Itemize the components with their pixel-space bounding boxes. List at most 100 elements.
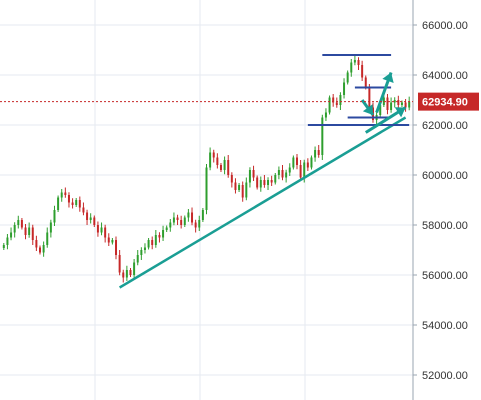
annotations[interactable] xyxy=(118,54,410,289)
candle-body xyxy=(270,180,273,183)
candle-body xyxy=(379,105,382,115)
candle-body xyxy=(169,222,172,228)
candle-body xyxy=(172,217,175,223)
candle-body xyxy=(390,102,393,110)
arrow-head xyxy=(362,104,373,115)
candle-body xyxy=(2,245,5,248)
candle-body xyxy=(400,102,403,105)
candle-body xyxy=(223,160,226,170)
candle-body xyxy=(133,262,136,275)
candle-body xyxy=(310,157,313,168)
candle-body xyxy=(397,100,400,105)
candle-body xyxy=(89,217,92,220)
candle-body xyxy=(180,220,183,225)
candle-body xyxy=(20,220,23,228)
candle-body xyxy=(57,197,60,210)
candle-body xyxy=(118,255,121,273)
candle-body xyxy=(230,175,233,183)
candle-body xyxy=(194,222,197,228)
candle-body xyxy=(86,212,89,220)
candle-body xyxy=(245,182,248,198)
candle-body xyxy=(151,240,154,245)
price-axis[interactable]: 52000.00 54000.00 56000.00 58000.00 60000.00… xyxy=(413,20,468,382)
candle-body xyxy=(339,95,342,105)
candle-body xyxy=(122,272,125,278)
y-axis-tick-label: 64000.00 xyxy=(422,70,468,82)
candle-body xyxy=(176,217,179,220)
candle-body xyxy=(324,112,327,118)
arrow-head xyxy=(382,72,394,84)
candle-body xyxy=(107,237,110,243)
candle-body xyxy=(252,170,255,178)
y-axis-tick-label: 54000.00 xyxy=(422,320,468,332)
candle-body xyxy=(259,180,262,188)
candle-body xyxy=(162,230,165,238)
candle-body xyxy=(198,220,201,228)
candle-body xyxy=(96,225,99,233)
candle-body xyxy=(165,227,168,230)
candle-body xyxy=(28,227,31,235)
y-axis-tick-label: 58000.00 xyxy=(422,220,468,232)
candle-body xyxy=(125,270,128,278)
candle-body xyxy=(115,240,118,255)
current-price-tag: 62934.90 xyxy=(418,92,479,111)
y-axis-tick-label: 56000.00 xyxy=(422,270,468,282)
candle-body xyxy=(136,255,139,263)
candle-body xyxy=(35,240,38,248)
candle-body xyxy=(227,160,230,175)
arrow-head xyxy=(394,107,406,118)
candle-body xyxy=(277,170,280,175)
candle-body xyxy=(303,162,306,178)
candle-body xyxy=(332,97,335,103)
candle-body xyxy=(238,185,241,190)
candle-body xyxy=(100,227,103,233)
candle-body xyxy=(147,240,150,248)
candle-body xyxy=(31,227,34,240)
candle-body xyxy=(353,60,356,63)
trendline[interactable] xyxy=(118,116,407,289)
candle-body xyxy=(274,175,277,183)
candle-body xyxy=(393,100,396,103)
candle-body xyxy=(346,72,349,83)
candle-body xyxy=(241,185,244,198)
candle-body xyxy=(6,237,9,245)
candle-body xyxy=(82,207,85,213)
candle-body xyxy=(17,220,20,225)
candle-body xyxy=(53,210,56,223)
candle-body xyxy=(219,165,222,170)
candle-body xyxy=(60,192,63,198)
candle-body xyxy=(78,200,81,208)
current-price-tag-background xyxy=(418,92,479,111)
candle-body xyxy=(205,167,208,210)
candle-body xyxy=(317,150,320,155)
candle-body xyxy=(39,247,42,253)
candle-body xyxy=(42,245,45,253)
candle-body xyxy=(281,170,284,178)
candle-body xyxy=(256,177,259,188)
candle-body xyxy=(129,270,132,275)
candle-body xyxy=(24,227,27,235)
candle-body xyxy=(67,195,70,203)
candle-body xyxy=(321,117,324,155)
candle-body xyxy=(382,97,385,105)
candle-body xyxy=(64,192,67,195)
candle-body xyxy=(216,157,219,165)
candle-body xyxy=(267,180,270,185)
y-axis-tick-label: 52000.00 xyxy=(422,370,468,382)
candle-body xyxy=(75,200,78,205)
candle-body xyxy=(314,150,317,158)
candle-body xyxy=(248,170,251,183)
candle-body xyxy=(299,165,302,178)
candle-body xyxy=(295,157,298,165)
candle-body xyxy=(328,97,331,113)
candle-body xyxy=(343,82,346,95)
candle-body xyxy=(46,232,49,245)
candle-body xyxy=(201,210,204,220)
candle-body xyxy=(13,225,16,233)
candle-body xyxy=(335,102,338,105)
candle-body xyxy=(212,152,215,158)
y-axis-tick-label: 66000.00 xyxy=(422,20,468,32)
candle-body xyxy=(104,227,107,238)
candle-body xyxy=(306,162,309,168)
